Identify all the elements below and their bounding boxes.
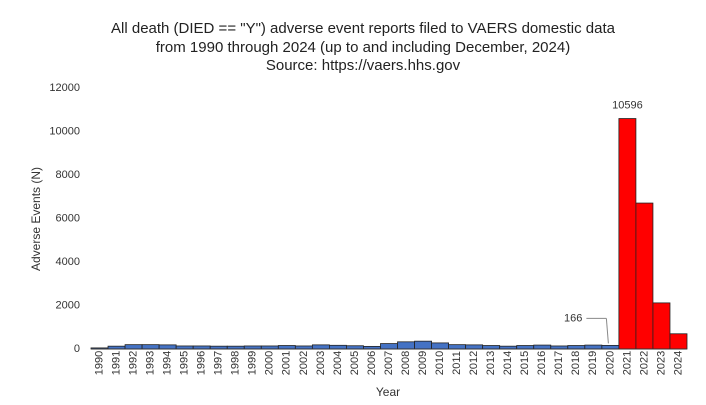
bar [465, 344, 484, 350]
x-tick-label: 2009 [417, 351, 429, 375]
x-tick-label: 1992 [127, 351, 139, 375]
x-tick-label: 2011 [451, 351, 463, 375]
bar [482, 345, 501, 350]
x-tick-label: 2001 [281, 351, 293, 375]
bar [601, 344, 620, 350]
x-tick-label: 1991 [110, 351, 122, 375]
x-tick-label: 2005 [349, 351, 361, 375]
bar [669, 333, 688, 350]
chart-title: from 1990 through 2024 (up to and includ… [156, 39, 570, 56]
x-tick-label: 2013 [485, 351, 497, 375]
bar [652, 302, 671, 350]
bar [414, 340, 432, 350]
x-tick-label: 1997 [213, 351, 225, 375]
bar [584, 344, 603, 350]
x-tick-label: 1999 [247, 351, 259, 375]
bar [328, 344, 347, 350]
x-tick-label: 2008 [400, 351, 412, 375]
x-tick-label: 2004 [332, 351, 344, 375]
data-label: 166 [564, 312, 582, 324]
bar [567, 345, 586, 350]
y-tick-label: 8000 [56, 169, 80, 181]
bar [516, 345, 535, 350]
bar [158, 344, 177, 350]
x-tick-label: 2015 [519, 351, 531, 375]
chart-title: All death (DIED == "Y") adverse event re… [111, 20, 616, 37]
x-tick-label: 2018 [570, 351, 582, 375]
bar [397, 341, 415, 350]
bar [618, 118, 637, 350]
bar [124, 344, 143, 350]
bar [431, 342, 450, 350]
x-tick-label: 1993 [145, 351, 157, 375]
y-axis-label: Adverse Events (N) [29, 167, 43, 271]
x-tick-label: 1998 [230, 351, 242, 375]
x-tick-label: 1994 [162, 351, 174, 375]
x-tick-label: 2020 [604, 351, 616, 375]
bar [311, 344, 330, 350]
bar [141, 344, 160, 350]
y-tick-label: 2000 [56, 299, 80, 311]
y-tick-label: 12000 [49, 82, 80, 94]
bar [635, 202, 654, 350]
x-tick-label: 2023 [655, 351, 667, 375]
x-tick-label: 2003 [315, 351, 327, 375]
x-tick-label: 1990 [93, 351, 105, 375]
x-axis-label: Year [376, 385, 400, 399]
x-tick-label: 2006 [366, 351, 378, 375]
chart-subtitle: Source: https://vaers.hhs.gov [266, 57, 461, 74]
x-tick-label: 2010 [434, 351, 446, 375]
y-tick-label: 6000 [56, 212, 80, 224]
x-tick-label: 2002 [298, 351, 310, 375]
y-tick-label: 0 [74, 343, 80, 355]
x-tick-label: 2022 [638, 351, 650, 375]
x-tick-label: 2012 [468, 351, 480, 375]
x-tick-label: 2024 [672, 351, 684, 375]
x-tick-label: 2017 [553, 351, 565, 375]
x-tick-label: 2014 [502, 351, 514, 375]
y-tick-label: 4000 [56, 256, 80, 268]
bar [380, 343, 398, 350]
bar [533, 344, 552, 350]
x-tick-label: 2016 [536, 351, 548, 375]
x-tick-label: 2000 [264, 351, 276, 375]
leader-line [605, 318, 609, 344]
x-tick-label: 2021 [621, 351, 633, 375]
bar [448, 344, 467, 350]
y-tick-label: 10000 [49, 125, 80, 137]
x-tick-label: 2007 [383, 351, 395, 375]
x-tick-label: 1995 [179, 351, 191, 375]
bar [277, 345, 296, 350]
x-tick-label: 1996 [196, 351, 208, 375]
data-label: 10596 [612, 99, 643, 111]
x-tick-label: 2019 [587, 351, 599, 375]
